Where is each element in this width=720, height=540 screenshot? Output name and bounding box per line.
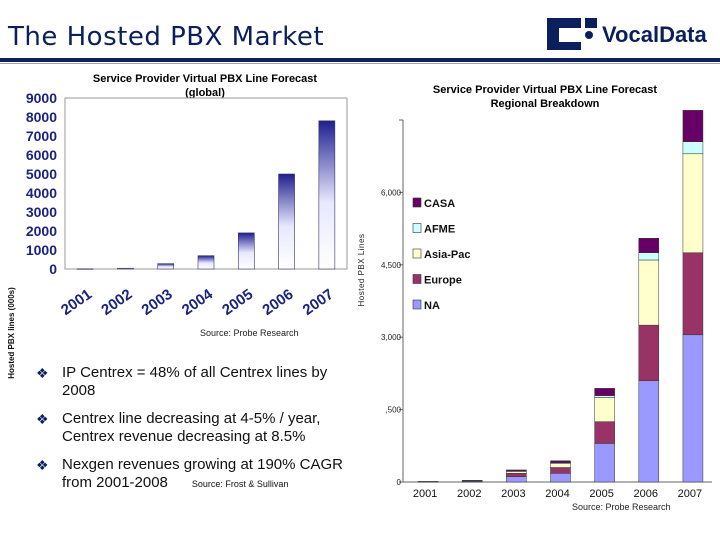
left-y-tick-label: 6000: [26, 147, 57, 163]
vocaldata-logo-icon: [547, 18, 597, 50]
right-y-axis-label: Hosted PBX Lines: [357, 234, 366, 307]
right-stacked-bar-segment: [506, 469, 527, 472]
right-y-tick-label: 0: [397, 478, 402, 487]
right-y-tick-label: ,500: [385, 406, 401, 415]
right-stacked-bar-segment: [594, 388, 615, 396]
page-title: The Hosted PBX Market: [8, 22, 325, 52]
bullet-text: Nexgen revenues growing at 190% CAGR fro…: [62, 456, 343, 491]
right-stacked-bar-segment: [638, 238, 660, 253]
left-y-tick-label: 5000: [26, 166, 57, 182]
right-stacked-bar-segment: [506, 473, 527, 477]
right-x-tick-label: 2003: [501, 488, 525, 500]
left-y-tick-label: 1000: [26, 242, 57, 258]
right-stacked-bar-segment: [682, 141, 704, 155]
left-bar: [237, 232, 255, 270]
left-y-tick-label: 8000: [26, 109, 57, 125]
legend-label: Asia-Pac: [424, 249, 470, 261]
left-bar: [117, 267, 134, 270]
legend-swatch: [412, 223, 422, 233]
left-y-tick-label: 3000: [26, 204, 57, 220]
left-y-tick-label: 7000: [26, 128, 57, 144]
left-y-tick-label: 0: [49, 261, 57, 277]
right-y-tick-label: 4,500: [381, 261, 402, 270]
logo-text: VocalData: [602, 22, 707, 47]
left-bar: [318, 120, 336, 270]
right-stacked-bar-segment: [638, 324, 660, 381]
left-bar: [76, 268, 94, 270]
right-stacked-bar-segment: [506, 471, 527, 474]
diamond-bullet-icon: ❖: [36, 411, 49, 427]
legend-swatch: [412, 274, 422, 284]
right-stacked-bar-segment: [550, 473, 571, 483]
left-bar: [197, 255, 215, 270]
legend-label: AFME: [424, 224, 455, 236]
legend-swatch: [412, 299, 422, 310]
legend-label: CASA: [424, 198, 455, 210]
right-stacked-bar-segment: [638, 259, 660, 326]
right-stacked-bar-segment: [594, 443, 615, 483]
legend-swatch: [412, 197, 422, 208]
right-stacked-bar-segment: [506, 476, 527, 483]
left-plot-area: [64, 97, 348, 270]
left-y-tick-label: 2000: [26, 223, 57, 239]
right-x-tick-label: 2005: [589, 488, 613, 500]
legend-label: Europe: [424, 275, 462, 287]
right-stacked-bar-segment: [638, 252, 660, 261]
right-stacked-bar-segment: [550, 463, 571, 468]
right-x-tick-label: 2007: [678, 488, 702, 500]
left-y-axis-label: Hosted PBX lines (000s): [7, 287, 16, 379]
bullet-text: Centrex line decreasing at 4-5% / year, …: [62, 410, 321, 445]
left-y-tick-label: 4000: [26, 185, 57, 201]
legend-label: NA: [424, 300, 440, 312]
legend-swatch: [412, 248, 422, 259]
right-y-tick-label: 3,000: [381, 333, 402, 342]
right-stacked-bar-segment: [550, 467, 571, 474]
right-stacked-bar-segment: [682, 252, 704, 336]
bullet-source: Source: Frost & Sullivan: [191, 479, 289, 489]
bullet-item: ❖ Centrex line decreasing at 4-5% / year…: [32, 410, 362, 446]
right-y-tick-label: 6,000: [381, 188, 402, 197]
bullet-list: ❖ IP Centrex = 48% of all Centrex lines …: [32, 364, 362, 503]
bullet-text: IP Centrex = 48% of all Centrex lines by…: [62, 364, 328, 399]
diamond-bullet-icon: ❖: [36, 365, 49, 381]
right-chart-title-line1: Service Provider Virtual PBX Line Foreca…: [432, 84, 658, 96]
left-bar: [157, 263, 175, 270]
right-chart-title-line2: Regional Breakdown: [490, 98, 600, 110]
bullet-item: ❖ Nexgen revenues growing at 190% CAGR f…: [32, 456, 362, 493]
right-x-tick-label: 2002: [457, 488, 481, 500]
right-x-tick-label: 2001: [413, 488, 437, 500]
right-stacked-bar-segment: [594, 421, 615, 444]
left-y-tick-label: 9000: [26, 90, 57, 106]
left-chart-title-line2: (global): [185, 87, 225, 99]
title-underline-thin: [0, 63, 720, 64]
right-stacked-bar-segment: [682, 153, 704, 253]
title-underline: [0, 58, 720, 62]
right-stacked-bar-segment: [594, 395, 615, 398]
left-chart-title: Service Provider Virtual PBX Line Foreca…: [60, 72, 350, 100]
right-stacked-bar-segment: [682, 110, 704, 142]
right-x-tick-label: 2006: [634, 488, 658, 500]
left-bar: [278, 173, 295, 270]
left-chart-source: Source: Probe Research: [200, 328, 299, 338]
diamond-bullet-icon: ❖: [36, 457, 49, 473]
right-stacked-bar-segment: [594, 397, 615, 422]
right-stacked-bar-segment: [550, 460, 571, 463]
right-x-tick-label: 2004: [545, 488, 569, 500]
right-chart-title: Service Provider Virtual PBX Line Foreca…: [400, 83, 690, 111]
bullet-item: ❖ IP Centrex = 48% of all Centrex lines …: [32, 364, 362, 400]
right-chart-source: Source: Probe Research: [572, 502, 671, 512]
right-stacked-bar-segment: [638, 380, 660, 483]
left-chart-title-line1: Service Provider Virtual PBX Line Foreca…: [92, 73, 318, 85]
right-stacked-bar-segment: [682, 334, 704, 483]
